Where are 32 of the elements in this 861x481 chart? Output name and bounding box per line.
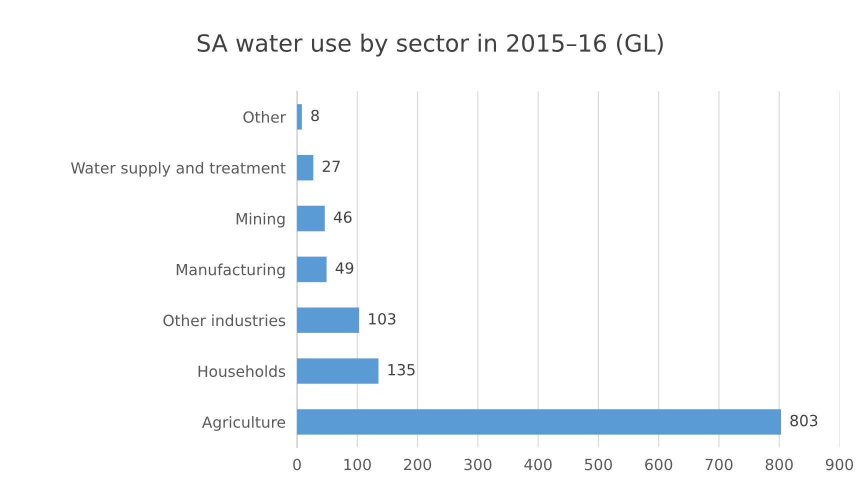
x-tick-label: 500 [584,458,612,470]
y-tick-label: Manufacturing [176,264,285,278]
bar [297,307,360,333]
bar [297,206,325,232]
y-tick-label: Households [198,365,286,378]
data-label: 8 [311,110,319,122]
y-tick-label: Water supply and treatment [71,162,286,177]
bar [297,256,327,282]
data-label: 27 [322,160,340,172]
data-label: 103 [369,313,396,325]
chart-title: SA water use by sector in 2015–16 (GL) [198,34,663,57]
y-tick-label: Other [243,111,286,123]
y-tick-label: Other industries [163,314,286,326]
x-tick-label: 200 [404,458,432,470]
x-tick-label: 900 [826,458,854,470]
bar [297,154,314,180]
bar [297,409,782,435]
data-label: 46 [334,211,352,223]
data-label: 803 [790,414,818,426]
y-tick-label: Agriculture [202,416,286,431]
x-tick-label: 600 [645,458,672,470]
x-tick-label: 700 [706,458,732,470]
x-tick-label: 300 [464,458,492,470]
data-label: 135 [388,364,415,376]
bar [297,358,378,384]
x-tick-label: 800 [766,458,793,470]
x-tick-label: 0 [293,458,301,470]
x-tick-label: 100 [344,458,371,470]
bar [297,104,302,130]
x-tick-label: 400 [524,458,552,470]
y-tick-label: Mining [236,212,285,228]
data-label: 49 [336,262,354,274]
